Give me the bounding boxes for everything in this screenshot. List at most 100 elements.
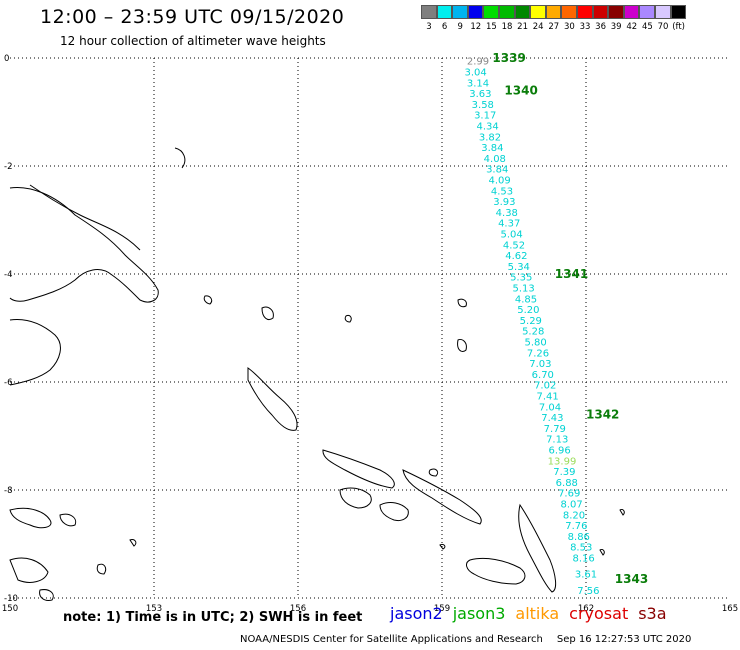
- wave-height-label: 5.28: [522, 327, 544, 338]
- coastline-new-guinea: [9, 319, 61, 386]
- colorbar-swatch: [670, 5, 687, 19]
- colorbar-swatch: [654, 5, 671, 19]
- lat-tick-label: -6: [4, 378, 12, 388]
- coastline-new-georgia: [339, 487, 409, 521]
- colorbar-label: 15: [485, 22, 497, 32]
- colorbar-label: 21: [517, 22, 528, 32]
- lon-tick-label: 156: [290, 604, 306, 614]
- lon-tick-label: 150: [2, 604, 18, 614]
- orbit-number-label: 1341: [555, 267, 588, 281]
- colorbar-label: 6: [441, 22, 448, 32]
- wave-height-label: 5.35: [510, 273, 532, 284]
- lat-tick-label: -10: [4, 594, 18, 604]
- wave-height-label: 2.99: [467, 57, 489, 68]
- colorbar-swatch: [498, 5, 515, 19]
- colorbar-label: 3: [426, 22, 432, 32]
- lat-tick-label: 0: [4, 54, 9, 64]
- wave-height-label: 5.80: [524, 338, 546, 349]
- colorbar-label: 18: [501, 22, 513, 32]
- colorbar-swatch: [576, 5, 593, 19]
- mission-jason3: jason3: [452, 604, 506, 623]
- colorbar-swatch: [514, 5, 531, 19]
- lon-tick-label: 153: [146, 604, 162, 614]
- coastline-bismarck-islets: [174, 147, 467, 353]
- wave-height-label: 7.43: [541, 413, 563, 424]
- colorbar-swatch: [483, 5, 499, 19]
- wave-height-label: 7.76: [565, 521, 587, 532]
- colorbar-labels: 3 6 9 12 15 18 21 24 27 30 33 36 39 42 45 70 (ft): [421, 22, 740, 34]
- coastline-bougainville: [247, 367, 298, 431]
- colorbar-label: 70: [657, 22, 669, 32]
- wave-height-label: 5.20: [517, 305, 539, 316]
- lon-tick-label: 165: [722, 604, 738, 614]
- wave-height-label: 7.03: [529, 359, 551, 370]
- footer-timestamp: Sep 16 12:27:53 UTC 2020: [556, 634, 692, 645]
- wave-height-label: 4.37: [498, 219, 520, 230]
- wave-height-label: 6.88: [556, 478, 578, 489]
- colorbar-label: 30: [563, 22, 575, 32]
- legend-note: note: 1) Time is in UTC; 2) SWH is in fe…: [63, 610, 363, 625]
- mission-altika: altika: [515, 604, 560, 623]
- wave-height-label: 4.38: [496, 208, 518, 219]
- colorbar-label: 12: [470, 22, 482, 32]
- mission-s3a: s3a: [638, 604, 667, 623]
- colorbar-label: 45: [641, 22, 653, 32]
- lon-tick-label: 159: [434, 604, 450, 614]
- coastline-malaita: [518, 503, 557, 593]
- wave-height-label: 3.04: [464, 68, 486, 79]
- wave-height-label: 3.61: [575, 570, 597, 581]
- lat-tick-label: -4: [4, 270, 12, 280]
- coastline-new-britain: [9, 186, 159, 303]
- wave-height-label: 7.26: [527, 348, 549, 359]
- colorbar-swatch: [545, 5, 562, 19]
- wave-height-colorbar: [421, 5, 687, 19]
- colorbar-swatch: [436, 5, 453, 19]
- wave-height-label: 3.84: [486, 165, 508, 176]
- orbit-number-label: 1342: [586, 407, 619, 421]
- wave-height-label: 3.14: [467, 78, 489, 89]
- wave-height-label: 3.58: [472, 100, 494, 111]
- wave-height-label: 7.13: [546, 435, 568, 446]
- orbit-number-label: 1343: [615, 572, 648, 586]
- wave-height-label: 8.53: [570, 543, 592, 554]
- wave-height-label: 5.04: [500, 230, 522, 241]
- wave-height-label: 13.99: [548, 456, 577, 467]
- coastline-santa-isabel: [402, 469, 482, 525]
- wave-height-label: 7.56: [577, 586, 599, 597]
- wave-height-label: 4.08: [484, 154, 506, 165]
- wave-height-label: 4.85: [515, 294, 537, 305]
- wave-height-label: 3.82: [479, 132, 501, 143]
- wave-height-label: 4.62: [505, 251, 527, 262]
- wave-height-label: 8.07: [560, 500, 582, 511]
- lat-tick-label: -2: [4, 162, 12, 172]
- wave-height-label: 3.63: [469, 89, 491, 100]
- colorbar-label: 36: [595, 22, 606, 32]
- wave-height-label: 5.29: [520, 316, 542, 327]
- wave-height-label: 5.13: [512, 284, 534, 295]
- footer-source: NOAA/NESDIS Center for Satellite Applica…: [240, 634, 543, 645]
- coastline-new-ireland: [29, 184, 141, 251]
- wave-height-label: 8.16: [572, 554, 594, 565]
- colorbar-swatch: [530, 5, 546, 19]
- colorbar-swatch: [467, 5, 484, 19]
- colorbar-label: 42: [626, 22, 638, 32]
- wave-height-label: 3.17: [474, 111, 496, 122]
- coastlines: [9, 147, 625, 601]
- lat-tick-label: -8: [4, 486, 12, 496]
- map-title: 12:00 – 23:59 UTC 09/15/2020: [40, 6, 345, 28]
- orbit-number-label: 1340: [504, 83, 537, 97]
- colorbar-swatch: [421, 5, 437, 19]
- mission-legend: jason2 jason3 altika cryosat s3a: [390, 604, 677, 623]
- wave-height-label: 6.96: [548, 446, 570, 457]
- footer: NOAA/NESDIS Center for Satellite Applica…: [240, 634, 691, 645]
- mission-cryosat: cryosat: [569, 604, 629, 623]
- mission-jason2: jason2: [390, 604, 443, 623]
- wave-height-label: 7.04: [539, 402, 561, 413]
- map-subtitle: 12 hour collection of altimeter wave hei…: [60, 34, 326, 48]
- colorbar-label: 39: [610, 22, 622, 32]
- wave-height-label: 4.34: [476, 122, 498, 133]
- lon-tick-label: 162: [578, 604, 594, 614]
- colorbar-swatch: [623, 5, 640, 19]
- wave-height-label: 7.79: [544, 424, 566, 435]
- wave-height-label: 8.86: [568, 532, 590, 543]
